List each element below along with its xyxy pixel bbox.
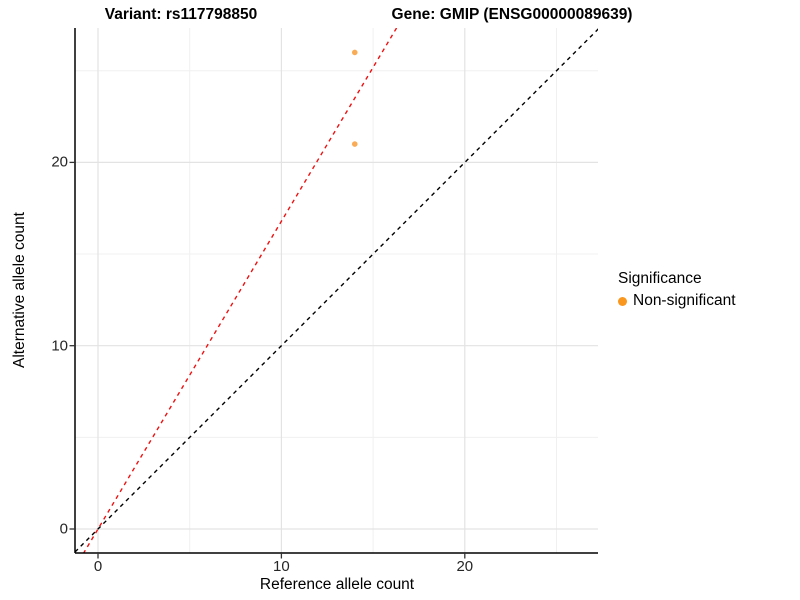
- legend-title: Significance: [618, 270, 702, 287]
- legend-item-non-significant: Non-significant: [618, 292, 736, 310]
- plot-title-gene: Gene: GMIP (ENSG00000089639): [391, 6, 633, 23]
- y-tick-label: 0: [59, 520, 68, 538]
- x-tick-label: 0: [93, 558, 103, 575]
- legend-item-label: Non-significant: [633, 292, 736, 309]
- data-point: [351, 49, 358, 56]
- plot-panel: [69, 28, 598, 559]
- plot-canvas: [69, 28, 598, 559]
- x-tick-label: 10: [273, 558, 290, 575]
- legend-point-icon: [618, 296, 627, 306]
- y-tick-label: 20: [51, 153, 68, 171]
- data-point: [351, 141, 358, 147]
- y-axis-title: Alternative allele count: [11, 212, 28, 368]
- y-tick-label: 10: [51, 337, 68, 355]
- plot-title-variant: Variant: rs117798850: [104, 6, 258, 23]
- identity-line: [75, 28, 598, 553]
- x-axis-title: Reference allele count: [259, 576, 415, 593]
- x-tick-label: 20: [456, 558, 474, 575]
- legend: Significance Non-significant: [618, 270, 736, 310]
- data-layer: [75, 28, 598, 553]
- fit-line: [82, 28, 398, 553]
